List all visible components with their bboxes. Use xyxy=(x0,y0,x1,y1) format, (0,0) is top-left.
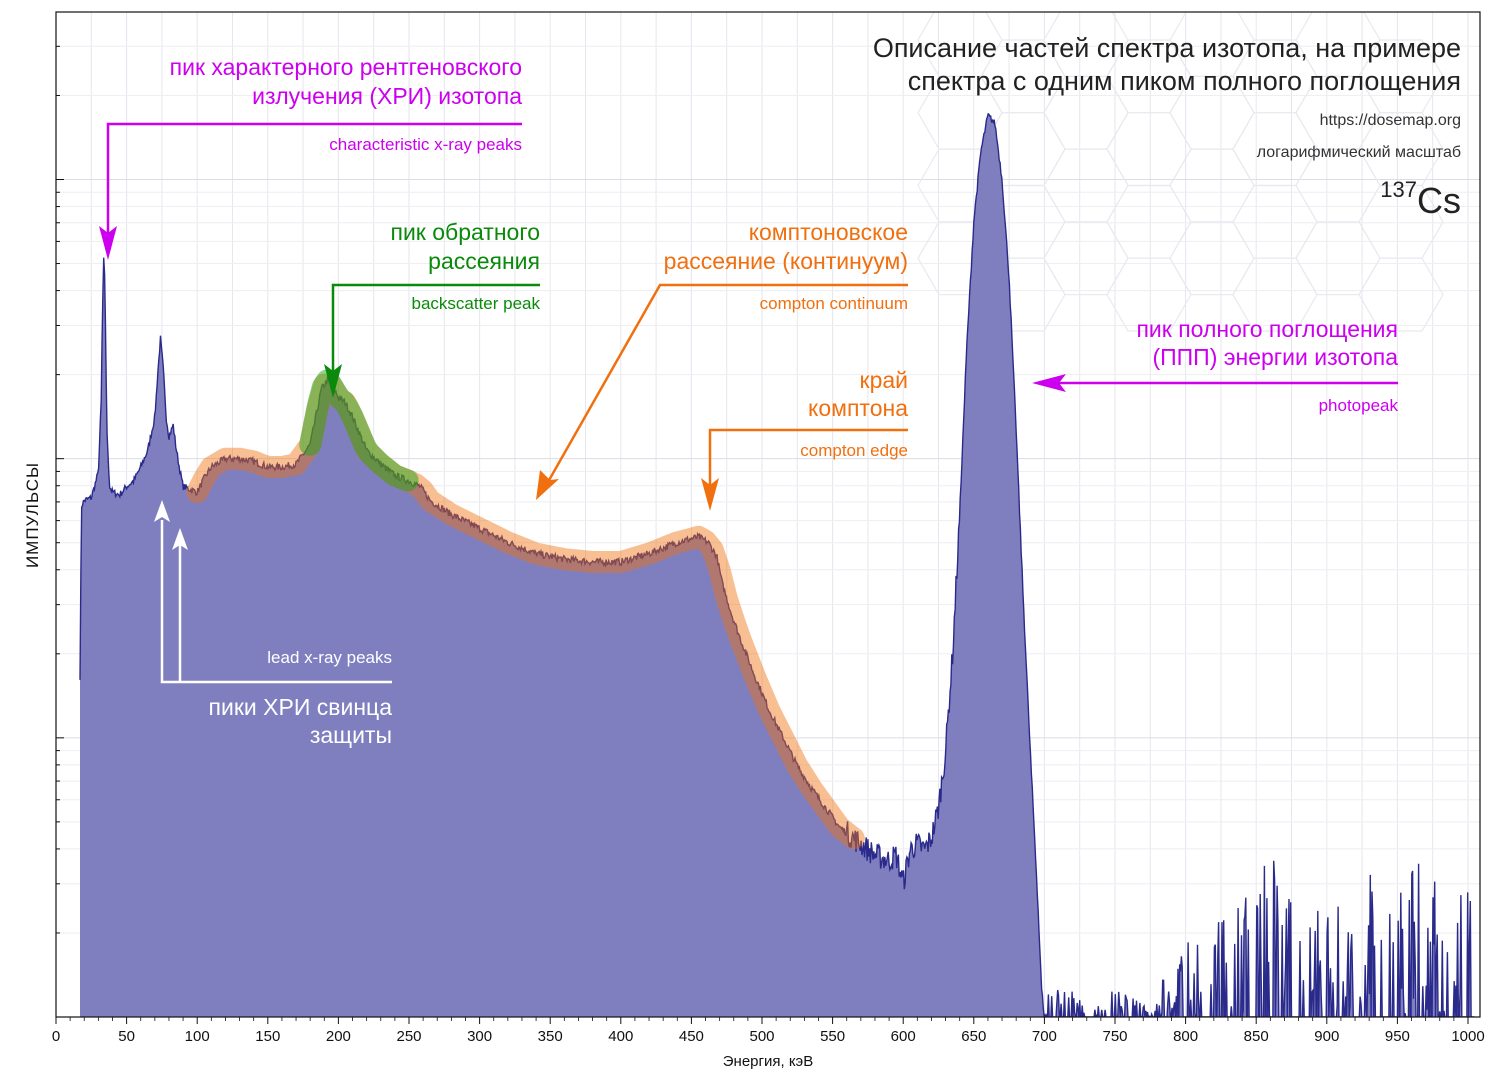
scale-note: логарифмический масштаб xyxy=(1257,144,1461,161)
chart-title-line-1: Описание частей спектра изотопа, на прим… xyxy=(873,33,1461,63)
x-tick-label: 100 xyxy=(185,1028,210,1045)
lead-arrow-line-1 xyxy=(160,520,392,684)
x-tick-label: 450 xyxy=(679,1028,704,1045)
lead-annotation: lead x-ray peaks пики ХРИ свинца защиты xyxy=(154,500,392,748)
compton-continuum-label-ru-2: рассеяние (континуум) xyxy=(664,248,908,274)
x-tick-label: 400 xyxy=(608,1028,633,1045)
compton-edge-label-ru-1: край xyxy=(860,367,909,393)
spectrum-area xyxy=(80,113,1476,1017)
backscatter-label-ru-2: рассеяния xyxy=(428,248,540,274)
x-tick-label: 50 xyxy=(118,1028,135,1045)
lead-arrow-head-1 xyxy=(154,500,170,522)
compton-continuum-arrow-line xyxy=(546,283,908,483)
compton-edge-arrow-line xyxy=(708,428,908,488)
x-tick-label: 150 xyxy=(255,1028,280,1045)
backscatter-label-en: backscatter peak xyxy=(411,294,540,313)
xray-label-ru-1: пик характерного рентгеновского xyxy=(170,54,522,80)
x-tick-label: 500 xyxy=(749,1028,774,1045)
y-axis-ticks xyxy=(56,45,64,1018)
lead-label-ru-2: защиты xyxy=(310,722,392,748)
x-tick-label: 650 xyxy=(961,1028,986,1045)
plot-frame xyxy=(55,11,1481,1018)
compton-edge-label-en: compton edge xyxy=(800,441,908,460)
compton-edge-label-ru-2: комптона xyxy=(808,395,908,421)
xray-arrow-head xyxy=(99,226,117,260)
lead-label-en: lead x-ray peaks xyxy=(267,648,392,667)
compton-continuum-arrow-head xyxy=(536,470,559,500)
lead-label-ru-1: пики ХРИ свинца xyxy=(209,694,393,720)
x-tick-label: 600 xyxy=(891,1028,916,1045)
photopeak-arrow-head xyxy=(1032,374,1066,392)
xray-label-ru-2: излучения (ХРИ) изотопа xyxy=(252,83,522,109)
compton-edge-arrow-head xyxy=(701,478,719,511)
backscatter-arrow-head xyxy=(324,364,342,398)
x-tick-label: 750 xyxy=(1102,1028,1127,1045)
x-axis-label: Энергия, кэВ xyxy=(723,1053,813,1070)
x-tick-label: 1000 xyxy=(1451,1028,1484,1045)
photopeak-label-ru-2: (ППП) энергии изотопа xyxy=(1152,344,1398,370)
x-tick-label: 300 xyxy=(467,1028,492,1045)
x-tick-label: 0 xyxy=(52,1028,60,1045)
lead-arrow-head-2 xyxy=(172,528,188,550)
x-tick-label: 800 xyxy=(1173,1028,1198,1045)
xray-annotation: пик характерного рентгеновского излучени… xyxy=(99,54,522,260)
x-tick-label: 900 xyxy=(1314,1028,1339,1045)
xray-arrow-line xyxy=(106,122,522,238)
isotope-label: 137Cs xyxy=(1380,177,1461,221)
compton-continuum-annotation: комптоновское рассеяние (континуум) comp… xyxy=(536,219,908,500)
backscatter-highlight xyxy=(299,369,419,492)
x-tick-label: 850 xyxy=(1244,1028,1269,1045)
x-tick-label: 700 xyxy=(1032,1028,1057,1045)
photopeak-annotation: пик полного поглощения (ППП) энергии изо… xyxy=(1032,316,1398,415)
backscatter-annotation: пик обратного рассеяния backscatter peak xyxy=(324,219,540,398)
xray-label-en: characteristic x-ray peaks xyxy=(329,135,522,154)
x-tick-label: 950 xyxy=(1385,1028,1410,1045)
hexagon xyxy=(1358,257,1444,332)
x-tick-label: 550 xyxy=(820,1028,845,1045)
x-tick-label: 350 xyxy=(538,1028,563,1045)
isotope-mass: 137 xyxy=(1380,177,1417,202)
chart-title-line-2: спектра с одним пиком полного поглощения xyxy=(908,66,1461,96)
compton-continuum-label-ru-1: комптоновское xyxy=(749,219,908,245)
isotope-symbol: Cs xyxy=(1417,180,1461,221)
compton-edge-annotation: край комптона compton edge xyxy=(701,367,908,511)
backscatter-label-ru-1: пик обратного xyxy=(391,219,541,245)
y-axis-label: ИМПУЛЬСЫ xyxy=(23,462,42,568)
photopeak-label-en: photopeak xyxy=(1319,396,1399,415)
x-tick-label: 250 xyxy=(396,1028,421,1045)
x-tick-label: 200 xyxy=(326,1028,351,1045)
compton-continuum-label-en: compton continuum xyxy=(760,294,908,313)
source-url: https://dosemap.org xyxy=(1320,112,1461,129)
backscatter-arrow-line xyxy=(331,283,540,375)
x-axis-ticks: 0 50 100 150 200 250 300 350 400 450 500 550 600 650 7… xyxy=(52,1017,1485,1045)
photopeak-label-ru-1: пик полного поглощения xyxy=(1136,316,1398,342)
